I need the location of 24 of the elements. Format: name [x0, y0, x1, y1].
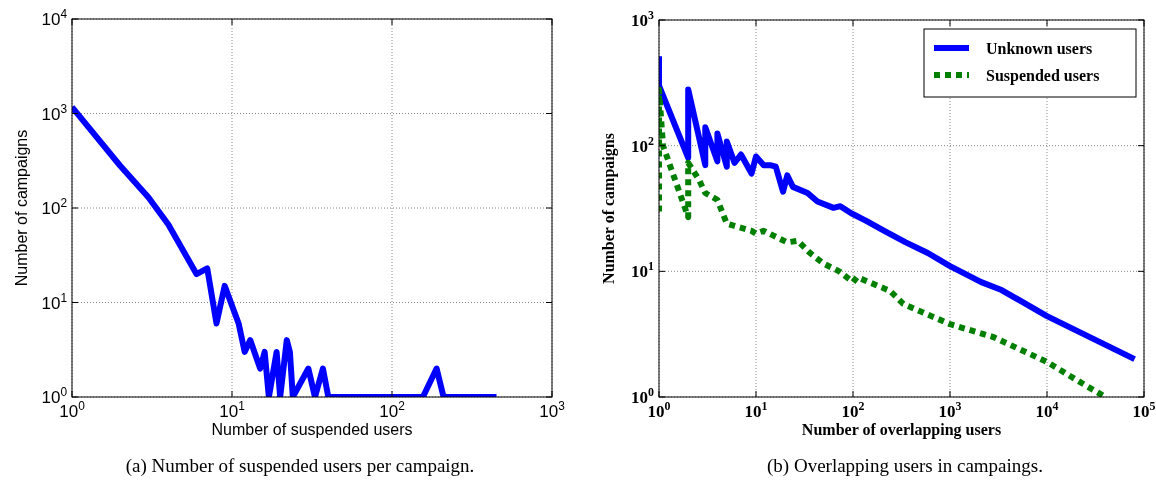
x-axis-title: Number of suspended users: [211, 421, 413, 438]
y-tick-label: 10$^{1}$: [41, 290, 68, 313]
x-tick-label: 10$^{1}$: [744, 399, 768, 421]
x-tick-label: 10$^{1}$: [219, 399, 246, 421]
x-tick-label: 10$^{2}$: [841, 399, 865, 421]
y-tick-label: 10$^{3}$: [41, 101, 68, 124]
x-tick-label: 10$^{3}$: [938, 399, 962, 421]
text: (a) Number of suspended users per campaign.: [125, 455, 475, 477]
y-tick-label: 10$^{2}$: [631, 133, 655, 156]
y-tick-label: 10$^{2}$: [41, 196, 68, 218]
x-tick-label: 10$^{3}$: [539, 399, 566, 421]
x-tick-label: 10$^{0}$: [59, 399, 86, 421]
y-tick-label: 10$^{4}$: [41, 7, 68, 29]
x-axis-title: Number of overlapping users: [801, 421, 1002, 439]
y-tick-label: 10$^{1}$: [631, 259, 655, 282]
x-tick-label: 10$^{2}$: [379, 399, 406, 421]
text: (b) Overlapping users in campaings.: [767, 455, 1043, 477]
y-axis-title: Number of campaigns: [600, 133, 618, 284]
x-tick-label: 10$^{4}$: [1035, 399, 1059, 421]
y-axis-title: Number of campaigns: [13, 129, 30, 287]
x-tick-label: 10$^{5}$: [1132, 399, 1156, 421]
legend-label: Unknown users: [986, 40, 1093, 57]
y-tick-label: 10$^{3}$: [631, 8, 655, 30]
legend-label: Suspended users: [986, 67, 1100, 85]
